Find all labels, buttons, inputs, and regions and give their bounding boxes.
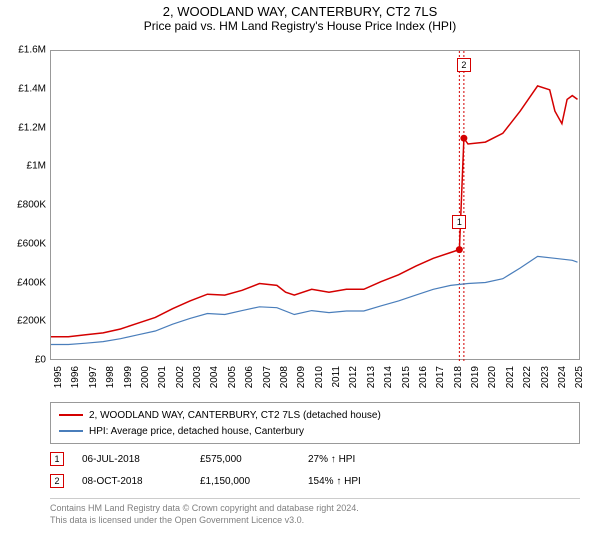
tx-date: 06-JUL-2018	[82, 454, 182, 465]
ytick-label: £600K	[0, 238, 46, 249]
series-subject	[51, 86, 578, 337]
ytick-label: £1.4M	[0, 83, 46, 94]
series-hpi	[51, 256, 578, 344]
xtick-label: 2016	[418, 366, 429, 388]
tx-price: £575,000	[200, 454, 290, 465]
ytick-label: £1.2M	[0, 122, 46, 133]
xtick-label: 2005	[227, 366, 238, 388]
ytick-label: £800K	[0, 200, 46, 211]
xtick-label: 2010	[314, 366, 325, 388]
ytick-label: £1.6M	[0, 45, 46, 56]
title-block: 2, WOODLAND WAY, CANTERBURY, CT2 7LS Pri…	[0, 0, 600, 35]
footer: Contains HM Land Registry data © Crown c…	[50, 498, 580, 526]
tx-marker-2: 2	[457, 58, 471, 72]
xtick-label: 2023	[540, 366, 551, 388]
tx-row: 2 08-OCT-2018 £1,150,000 154% ↑ HPI	[50, 470, 580, 492]
ytick-label: £400K	[0, 277, 46, 288]
legend-label: HPI: Average price, detached house, Cant…	[89, 426, 304, 437]
xtick-label: 1997	[88, 366, 99, 388]
chart-container: 2, WOODLAND WAY, CANTERBURY, CT2 7LS Pri…	[0, 0, 600, 560]
xtick-label: 2001	[157, 366, 168, 388]
xtick-label: 1995	[53, 366, 64, 388]
xtick-label: 2004	[209, 366, 220, 388]
footer-line1: Contains HM Land Registry data © Crown c…	[50, 503, 580, 515]
chart-plot-area: 12	[50, 50, 580, 360]
tx-date: 08-OCT-2018	[82, 476, 182, 487]
tx-delta: 154% ↑ HPI	[308, 476, 418, 487]
legend-swatch	[59, 430, 83, 432]
xtick-label: 1996	[70, 366, 81, 388]
xtick-label: 2011	[331, 366, 342, 388]
tx-marker-1: 1	[452, 215, 466, 229]
xtick-label: 2015	[401, 366, 412, 388]
xtick-label: 2008	[279, 366, 290, 388]
xtick-label: 2017	[435, 366, 446, 388]
tx-row: 1 06-JUL-2018 £575,000 27% ↑ HPI	[50, 448, 580, 470]
xtick-label: 2025	[574, 366, 585, 388]
legend-swatch	[59, 414, 83, 416]
ytick-label: £0	[0, 355, 46, 366]
tx-marker-box: 1	[50, 452, 64, 466]
transactions-table: 1 06-JUL-2018 £575,000 27% ↑ HPI 2 08-OCT-201…	[50, 448, 580, 492]
ytick-label: £200K	[0, 316, 46, 327]
footer-line2: This data is licensed under the Open Gov…	[50, 515, 580, 527]
legend: 2, WOODLAND WAY, CANTERBURY, CT2 7LS (de…	[50, 402, 580, 444]
xtick-label: 2009	[296, 366, 307, 388]
xtick-label: 2018	[453, 366, 464, 388]
chart-svg	[51, 51, 581, 361]
xtick-label: 2013	[366, 366, 377, 388]
xtick-label: 2000	[140, 366, 151, 388]
legend-label: 2, WOODLAND WAY, CANTERBURY, CT2 7LS (de…	[89, 410, 381, 421]
legend-item: 2, WOODLAND WAY, CANTERBURY, CT2 7LS (de…	[59, 407, 571, 423]
tx-marker-box: 2	[50, 474, 64, 488]
xtick-label: 1998	[105, 366, 116, 388]
xtick-label: 2020	[487, 366, 498, 388]
xtick-label: 2012	[348, 366, 359, 388]
xtick-label: 2003	[192, 366, 203, 388]
xtick-label: 2014	[383, 366, 394, 388]
xtick-label: 2007	[262, 366, 273, 388]
xtick-label: 2022	[522, 366, 533, 388]
xtick-label: 2024	[557, 366, 568, 388]
xtick-label: 1999	[123, 366, 134, 388]
xtick-label: 2002	[175, 366, 186, 388]
xtick-label: 2021	[505, 366, 516, 388]
xtick-label: 2006	[244, 366, 255, 388]
ytick-label: £1M	[0, 161, 46, 172]
tx-price: £1,150,000	[200, 476, 290, 487]
title-subtitle: Price paid vs. HM Land Registry's House …	[0, 19, 600, 33]
tx-delta: 27% ↑ HPI	[308, 454, 418, 465]
title-address: 2, WOODLAND WAY, CANTERBURY, CT2 7LS	[0, 4, 600, 19]
legend-item: HPI: Average price, detached house, Cant…	[59, 423, 571, 439]
xtick-label: 2019	[470, 366, 481, 388]
